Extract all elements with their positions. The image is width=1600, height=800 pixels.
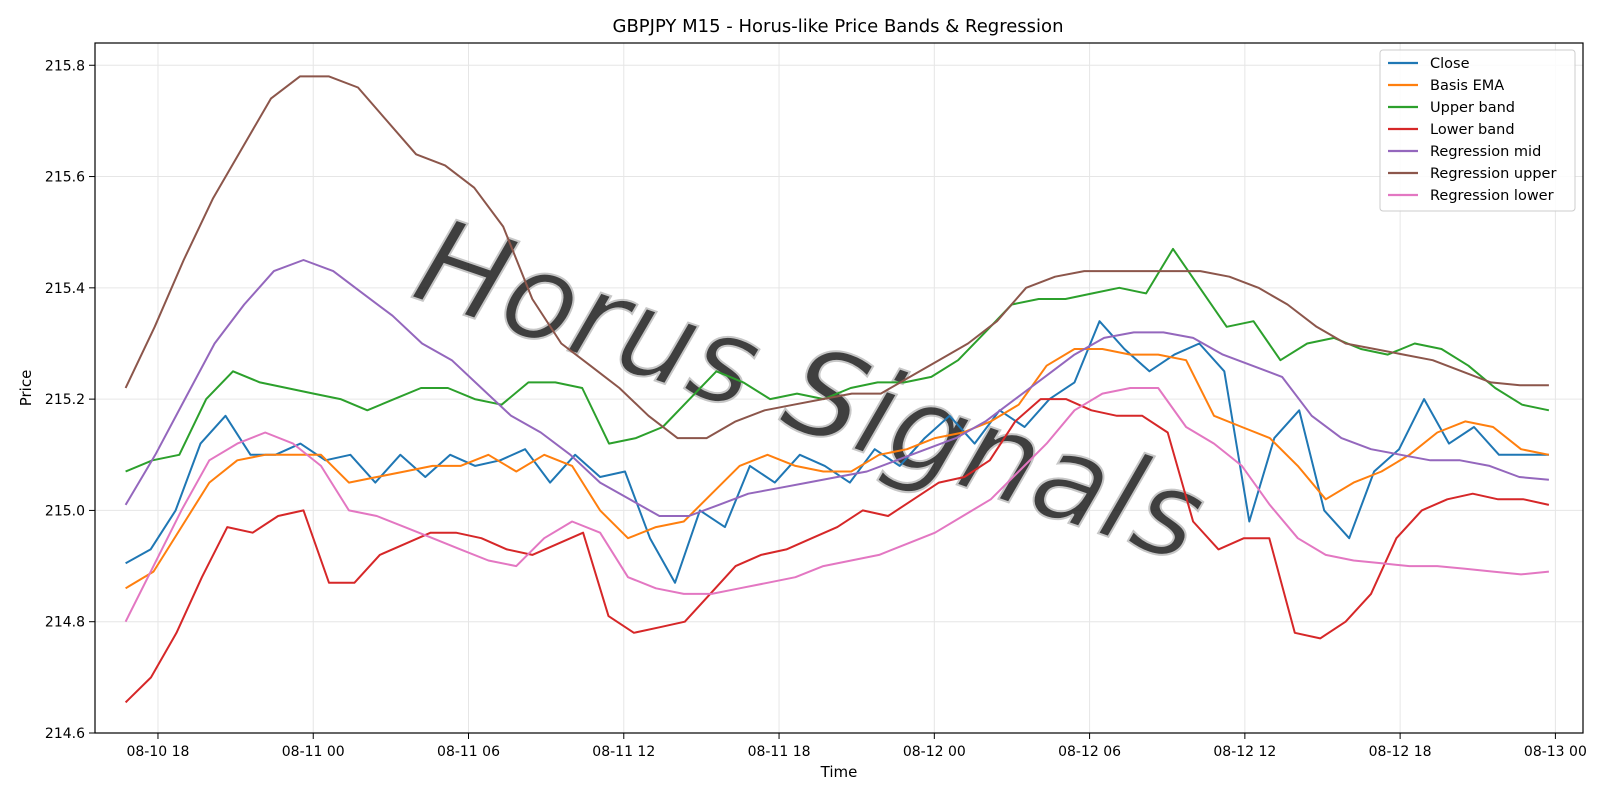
legend-label-lower-band: Lower band <box>1430 122 1515 138</box>
legend-label-upper-band: Upper band <box>1430 100 1515 116</box>
legend-label-regression-mid: Regression mid <box>1430 144 1541 160</box>
series-line-lower-band <box>124 398 1550 704</box>
grid <box>95 43 1583 734</box>
y-tick-label: 215.6 <box>45 170 85 186</box>
x-tick-label: 08-12 12 <box>1213 744 1276 760</box>
y-tick-label: 215.0 <box>45 503 85 519</box>
y-tick-label: 214.6 <box>45 726 85 742</box>
legend-label-regression-lower: Regression lower <box>1430 188 1554 204</box>
y-axis-label: Price <box>17 370 35 407</box>
legend-label-regression-upper: Regression upper <box>1430 166 1556 182</box>
series-line-upper-band <box>125 247 1550 473</box>
x-tick-label: 08-13 00 <box>1524 744 1587 760</box>
y-tick-label: 215.8 <box>45 58 85 74</box>
legend: Close Basis EMA Upper band Lower band Regres… <box>1379 49 1576 212</box>
y-tick-label: 214.8 <box>45 615 85 631</box>
x-tick-label: 08-10 18 <box>126 744 189 760</box>
x-tick-label: 08-11 00 <box>282 744 345 760</box>
legend-label-close: Close <box>1430 56 1470 72</box>
x-tick-label: 08-12 06 <box>1058 744 1121 760</box>
x-axis-label: Time <box>820 763 858 781</box>
y-tick-label: 215.2 <box>45 392 85 408</box>
plot-frame <box>94 42 1584 734</box>
series-line-regression-upper <box>124 75 1549 440</box>
legend-box <box>1379 49 1576 212</box>
series-line-regression-lower <box>124 387 1549 623</box>
series-line-basis-ema <box>125 348 1550 590</box>
y-tick-label: 215.4 <box>45 281 85 297</box>
x-tick-label: 08-12 18 <box>1369 744 1432 760</box>
series-line-regression-mid <box>124 259 1549 517</box>
series-line-close <box>125 320 1549 584</box>
chart-title: GBPJPY M15 - Horus-like Price Bands & Re… <box>613 16 1064 37</box>
legend-label-basis-ema: Basis EMA <box>1430 78 1504 94</box>
x-axis: 08-10 18 08-11 00 08-11 06 08-11 12 08-11 18… <box>126 733 1587 760</box>
x-tick-label: 08-11 12 <box>592 744 655 760</box>
series-layer <box>124 75 1550 704</box>
y-axis: 214.6 214.8 215.0 215.2 215.4 215.6 215.8 <box>45 58 95 742</box>
x-tick-label: 08-11 06 <box>437 744 500 760</box>
x-tick-label: 08-11 18 <box>748 744 811 760</box>
x-tick-label: 08-12 00 <box>903 744 966 760</box>
